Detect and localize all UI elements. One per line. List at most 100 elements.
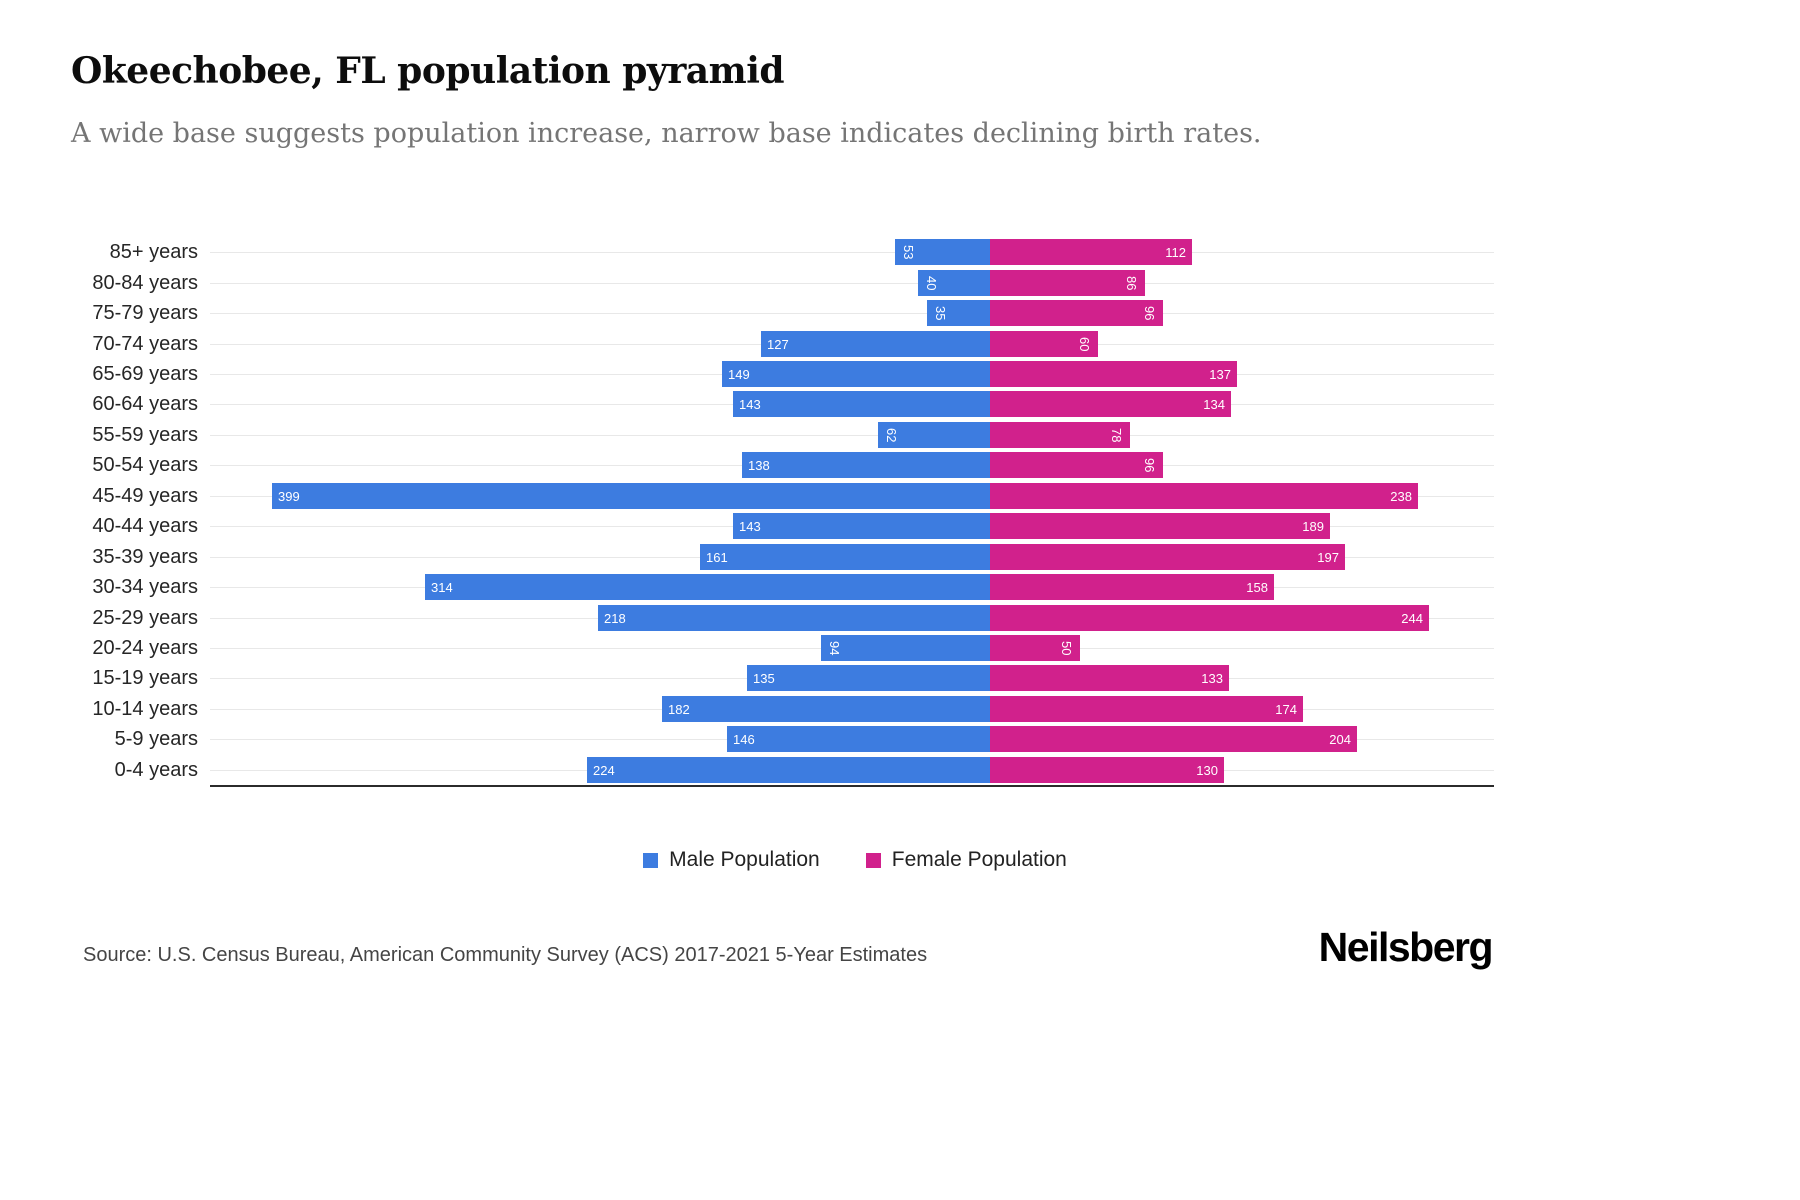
- bar-value-label: 50: [1059, 640, 1074, 656]
- bar-value-label: 133: [1201, 670, 1223, 686]
- male-bar[interactable]: 218: [598, 605, 990, 631]
- female-bar[interactable]: 238: [990, 483, 1418, 509]
- y-axis-label: 70-74 years: [92, 333, 198, 355]
- bar-value-label: 149: [728, 366, 750, 382]
- bar-value-label: 53: [901, 244, 916, 260]
- female-bar[interactable]: 158: [990, 574, 1274, 600]
- female-bar[interactable]: 204: [990, 726, 1357, 752]
- y-axis-label: 55-59 years: [92, 424, 198, 446]
- y-axis-label: 0-4 years: [114, 759, 198, 781]
- male-bar[interactable]: 143: [733, 513, 990, 539]
- male-bar[interactable]: 35: [927, 300, 990, 326]
- male-bar[interactable]: 161: [700, 544, 990, 570]
- y-axis-label: 30-34 years: [92, 576, 198, 598]
- female-bar[interactable]: 197: [990, 544, 1345, 570]
- female-bar[interactable]: 86: [990, 270, 1145, 296]
- y-axis-label: 35-39 years: [92, 546, 198, 568]
- gridline: [210, 252, 1494, 253]
- gridline: [210, 435, 1494, 436]
- legend-item-female[interactable]: Female Population: [865, 848, 1067, 872]
- y-axis-label: 25-29 years: [92, 607, 198, 629]
- y-axis-label: 20-24 years: [92, 637, 198, 659]
- male-bar[interactable]: 143: [733, 391, 990, 417]
- bar-value-label: 197: [1317, 549, 1339, 565]
- bar-value-label: 238: [1390, 488, 1412, 504]
- female-legend-label: Female Population: [891, 848, 1067, 871]
- bar-value-label: 189: [1302, 518, 1324, 534]
- bar-value-label: 112: [1165, 244, 1186, 260]
- male-bar[interactable]: 53: [895, 239, 990, 265]
- female-bar[interactable]: 133: [990, 665, 1229, 691]
- male-bar[interactable]: 399: [272, 483, 990, 509]
- legend-item-male[interactable]: Male Population: [643, 848, 820, 872]
- female-legend-swatch: [865, 852, 881, 868]
- y-axis-label: 5-9 years: [114, 728, 198, 750]
- bar-value-label: 182: [668, 701, 690, 717]
- female-bar[interactable]: 244: [990, 605, 1429, 631]
- source-attribution: Source: U.S. Census Bureau, American Com…: [83, 944, 928, 966]
- bar-value-label: 218: [604, 610, 626, 626]
- male-bar[interactable]: 224: [587, 757, 990, 783]
- female-bar[interactable]: 174: [990, 696, 1303, 722]
- male-bar[interactable]: 94: [821, 635, 990, 661]
- bar-value-label: 96: [1142, 457, 1157, 473]
- x-axis-line: [210, 785, 1494, 787]
- bar-value-label: 127: [767, 336, 789, 352]
- bar-value-label: 161: [706, 549, 728, 565]
- y-axis-label: 80-84 years: [92, 272, 198, 294]
- bar-value-label: 35: [933, 305, 948, 321]
- bar-value-label: 86: [1124, 275, 1139, 291]
- bar-value-label: 62: [884, 427, 899, 443]
- male-bar[interactable]: 314: [425, 574, 990, 600]
- gridline: [210, 283, 1494, 284]
- bar-value-label: 244: [1401, 610, 1423, 626]
- y-axis-label: 65-69 years: [92, 363, 198, 385]
- bar-value-label: 314: [431, 579, 453, 595]
- bar-value-label: 137: [1209, 366, 1231, 382]
- female-bar[interactable]: 96: [990, 452, 1163, 478]
- y-axis-label: 45-49 years: [92, 485, 198, 507]
- y-axis-label: 85+ years: [109, 241, 198, 263]
- male-bar[interactable]: 135: [747, 665, 990, 691]
- legend: Male Population Female Population: [0, 848, 1800, 872]
- y-axis-label: 50-54 years: [92, 454, 198, 476]
- chart-subtitle: A wide base suggests population increase…: [71, 118, 1262, 149]
- bar-value-label: 94: [827, 640, 842, 656]
- male-bar[interactable]: 146: [727, 726, 990, 752]
- female-bar[interactable]: 137: [990, 361, 1237, 387]
- male-bar[interactable]: 182: [662, 696, 990, 722]
- male-bar[interactable]: 138: [742, 452, 990, 478]
- female-bar[interactable]: 78: [990, 422, 1130, 448]
- female-bar[interactable]: 112: [990, 239, 1192, 265]
- y-axis-label: 15-19 years: [92, 667, 198, 689]
- bar-value-label: 138: [748, 457, 770, 473]
- female-bar[interactable]: 189: [990, 513, 1330, 539]
- female-bar[interactable]: 60: [990, 331, 1098, 357]
- gridline: [210, 313, 1494, 314]
- male-legend-label: Male Population: [669, 848, 820, 871]
- male-legend-swatch: [643, 852, 659, 868]
- neilsberg-logo: Neilsberg: [1318, 924, 1494, 970]
- bar-value-label: 143: [739, 518, 761, 534]
- y-axis-label: 10-14 years: [92, 698, 198, 720]
- female-bar[interactable]: 130: [990, 757, 1224, 783]
- bar-value-label: 224: [593, 762, 615, 778]
- bar-value-label: 204: [1329, 731, 1351, 747]
- male-bar[interactable]: 40: [918, 270, 990, 296]
- bar-value-label: 130: [1196, 762, 1218, 778]
- bar-value-label: 135: [753, 670, 775, 686]
- bar-value-label: 399: [278, 488, 300, 504]
- bar-value-label: 78: [1109, 427, 1124, 443]
- male-bar[interactable]: 62: [878, 422, 990, 448]
- male-bar[interactable]: 149: [722, 361, 990, 387]
- male-bar[interactable]: 127: [761, 331, 990, 357]
- female-bar[interactable]: 96: [990, 300, 1163, 326]
- female-bar[interactable]: 50: [990, 635, 1080, 661]
- bar-value-label: 134: [1203, 396, 1225, 412]
- bar-value-label: 158: [1246, 579, 1268, 595]
- y-axis-label: 40-44 years: [92, 515, 198, 537]
- chart-title: Okeechobee, FL population pyramid: [71, 50, 785, 92]
- bar-value-label: 40: [924, 275, 939, 291]
- female-bar[interactable]: 134: [990, 391, 1231, 417]
